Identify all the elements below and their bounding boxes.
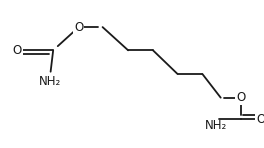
Text: NH₂: NH₂ <box>205 119 227 132</box>
Text: O: O <box>12 44 22 57</box>
Text: O: O <box>236 91 246 104</box>
Text: NH₂: NH₂ <box>39 75 61 89</box>
Text: O: O <box>256 113 264 126</box>
Text: O: O <box>74 21 83 34</box>
